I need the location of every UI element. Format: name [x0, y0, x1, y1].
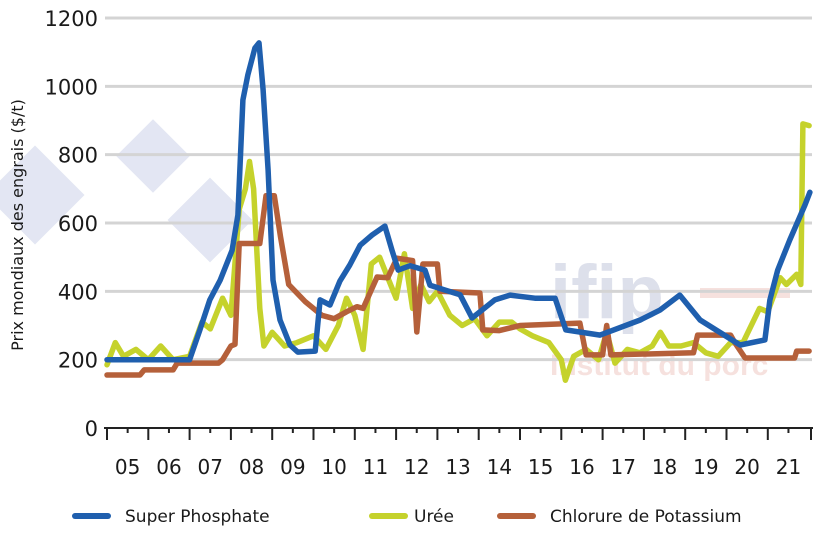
x-tick-label: 21	[776, 455, 801, 479]
x-tick-label: 14	[487, 455, 512, 479]
series-line-chlorure-de-potassium	[104, 192, 812, 378]
x-tick-label: 17	[611, 455, 636, 479]
series-line-super-phosphate	[104, 40, 813, 363]
y-tick-label: 600	[58, 212, 98, 236]
legend-label: Super Phosphate	[125, 507, 270, 527]
y-tick-label: 800	[58, 144, 98, 168]
x-tick-label: 09	[280, 455, 305, 479]
legend-label: Chlorure de Potassium	[550, 507, 742, 527]
legend-label: Urée	[414, 507, 454, 527]
x-tick-label: 11	[363, 455, 388, 479]
x-tick-label: 19	[693, 455, 718, 479]
y-tick-label: 1200	[45, 7, 98, 31]
x-tick-label: 15	[528, 455, 553, 479]
watermark-bar	[700, 288, 790, 298]
x-tick-label: 06	[156, 455, 181, 479]
x-tick-label: 20	[734, 455, 759, 479]
x-tick-label: 16	[569, 455, 594, 479]
watermark-diamond	[0, 145, 85, 245]
y-tick-label: 400	[58, 280, 98, 304]
x-tick-label: 12	[404, 455, 429, 479]
y-tick-label: 1000	[45, 75, 98, 99]
x-tick-label: 08	[239, 455, 264, 479]
y-tick-label: 200	[58, 349, 98, 373]
x-tick-label: 18	[652, 455, 677, 479]
y-axis-label: Prix mondiaux des engrais ($/t)	[8, 99, 27, 351]
x-tick-label: 05	[115, 455, 140, 479]
legend: Super Phosphate Urée Chlorure de Potassium	[72, 507, 742, 527]
x-tick-label: 13	[445, 455, 470, 479]
x-tick-label: 10	[321, 455, 346, 479]
y-tick-label: 0	[85, 417, 98, 441]
watermark: ifip Institut du porc	[0, 119, 790, 382]
x-tick-label: 07	[198, 455, 223, 479]
